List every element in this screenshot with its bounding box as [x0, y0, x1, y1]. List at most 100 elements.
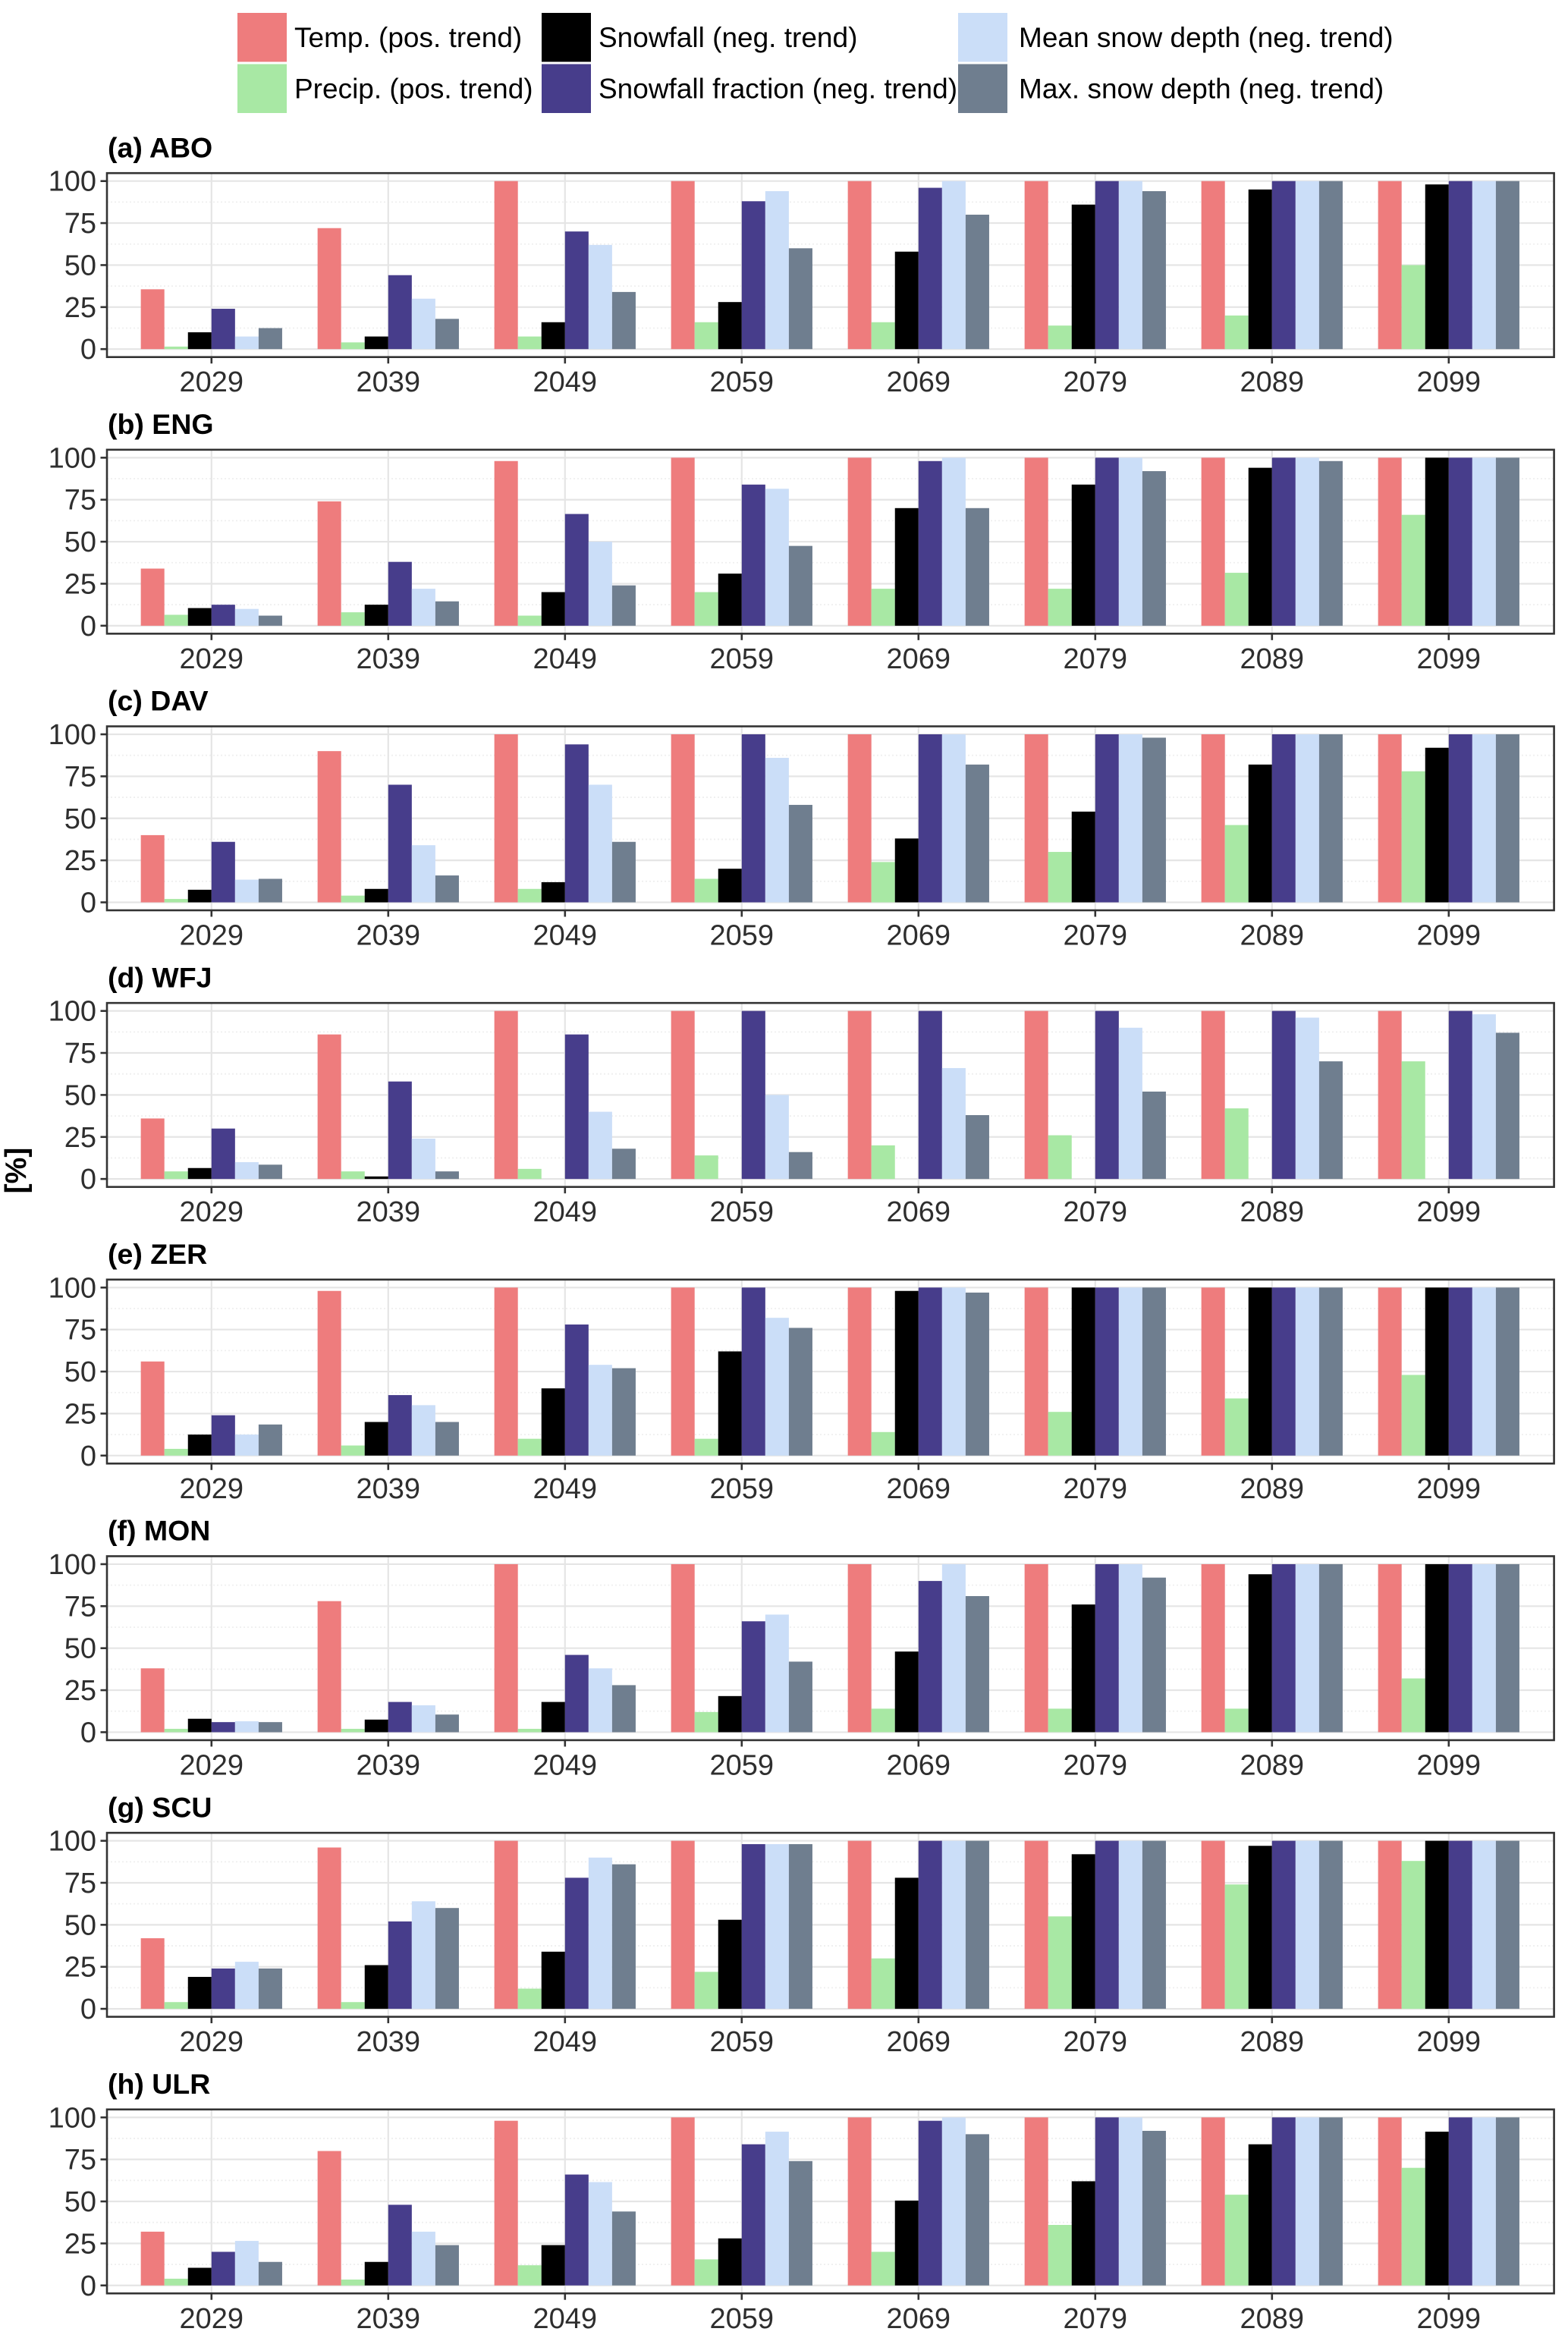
svg-text:2069: 2069 — [887, 1473, 951, 1505]
svg-text:50: 50 — [64, 1909, 96, 1941]
svg-text:100: 100 — [49, 442, 96, 474]
svg-text:2099: 2099 — [1417, 643, 1482, 675]
svg-text:Snowfall fraction (neg. trend): Snowfall fraction (neg. trend) — [599, 73, 957, 104]
svg-text:2099: 2099 — [1417, 1473, 1482, 1505]
svg-text:2099: 2099 — [1417, 2026, 1482, 2058]
svg-text:2049: 2049 — [533, 1196, 598, 1228]
svg-text:2029: 2029 — [180, 366, 244, 398]
svg-text:0: 0 — [80, 1164, 96, 1196]
svg-text:2079: 2079 — [1064, 2303, 1128, 2335]
svg-text:2099: 2099 — [1417, 1749, 1482, 1781]
svg-text:25: 25 — [64, 1952, 96, 1984]
svg-text:75: 75 — [64, 1591, 96, 1623]
svg-text:2089: 2089 — [1240, 920, 1305, 952]
svg-text:(b) ENG: (b) ENG — [108, 408, 214, 440]
svg-text:2079: 2079 — [1064, 1749, 1128, 1781]
svg-text:25: 25 — [64, 845, 96, 877]
svg-text:0: 0 — [80, 1717, 96, 1749]
svg-text:100: 100 — [49, 1549, 96, 1581]
svg-text:2039: 2039 — [357, 2026, 421, 2058]
svg-text:2039: 2039 — [357, 1196, 421, 1228]
svg-text:2049: 2049 — [533, 1473, 598, 1505]
svg-text:25: 25 — [64, 568, 96, 600]
svg-text:2049: 2049 — [533, 920, 598, 952]
svg-text:2089: 2089 — [1240, 643, 1305, 675]
svg-text:2029: 2029 — [180, 1473, 244, 1505]
svg-text:2059: 2059 — [710, 1749, 775, 1781]
svg-text:2039: 2039 — [357, 1473, 421, 1505]
svg-text:Snowfall (neg. trend): Snowfall (neg. trend) — [599, 22, 857, 53]
svg-text:100: 100 — [49, 1826, 96, 1858]
svg-text:2029: 2029 — [180, 643, 244, 675]
svg-text:75: 75 — [64, 1315, 96, 1346]
svg-text:2099: 2099 — [1417, 366, 1482, 398]
svg-text:Max. snow depth (neg. trend): Max. snow depth (neg. trend) — [1019, 73, 1384, 104]
svg-text:75: 75 — [64, 1038, 96, 1070]
svg-text:25: 25 — [64, 2228, 96, 2260]
svg-text:2099: 2099 — [1417, 920, 1482, 952]
svg-text:0: 0 — [80, 888, 96, 919]
svg-text:100: 100 — [49, 719, 96, 751]
svg-text:75: 75 — [64, 2145, 96, 2176]
svg-text:0: 0 — [80, 611, 96, 643]
svg-text:(d) WFJ: (d) WFJ — [108, 961, 212, 993]
svg-text:2089: 2089 — [1240, 2303, 1305, 2335]
svg-text:25: 25 — [64, 1675, 96, 1707]
svg-text:25: 25 — [64, 1122, 96, 1154]
svg-text:50: 50 — [64, 250, 96, 281]
svg-text:[%]: [%] — [0, 1148, 33, 1194]
svg-text:2049: 2049 — [533, 366, 598, 398]
svg-text:2069: 2069 — [887, 920, 951, 952]
svg-text:0: 0 — [80, 2270, 96, 2302]
svg-text:2059: 2059 — [710, 643, 775, 675]
svg-text:2029: 2029 — [180, 2303, 244, 2335]
svg-text:50: 50 — [64, 1633, 96, 1665]
svg-text:(e) ZER: (e) ZER — [108, 1238, 207, 1270]
svg-text:2049: 2049 — [533, 643, 598, 675]
svg-text:2089: 2089 — [1240, 2026, 1305, 2058]
svg-text:2079: 2079 — [1064, 920, 1128, 952]
svg-text:75: 75 — [64, 1868, 96, 1900]
svg-text:25: 25 — [64, 292, 96, 324]
svg-text:2029: 2029 — [180, 1196, 244, 1228]
svg-text:2059: 2059 — [710, 1473, 775, 1505]
svg-text:2049: 2049 — [533, 2303, 598, 2335]
svg-text:2069: 2069 — [887, 366, 951, 398]
svg-text:75: 75 — [64, 761, 96, 793]
svg-text:2089: 2089 — [1240, 1749, 1305, 1781]
svg-text:2079: 2079 — [1064, 366, 1128, 398]
svg-text:2059: 2059 — [710, 366, 775, 398]
svg-text:2059: 2059 — [710, 2026, 775, 2058]
svg-text:100: 100 — [49, 996, 96, 1028]
svg-text:2069: 2069 — [887, 1749, 951, 1781]
svg-text:2069: 2069 — [887, 2026, 951, 2058]
svg-text:2099: 2099 — [1417, 2303, 1482, 2335]
svg-text:2089: 2089 — [1240, 1473, 1305, 1505]
svg-text:(h) ULR: (h) ULR — [108, 2068, 210, 2100]
svg-text:2039: 2039 — [357, 366, 421, 398]
svg-text:2099: 2099 — [1417, 1196, 1482, 1228]
svg-text:2079: 2079 — [1064, 2026, 1128, 2058]
svg-text:50: 50 — [64, 526, 96, 558]
svg-text:25: 25 — [64, 1398, 96, 1430]
svg-text:2059: 2059 — [710, 2303, 775, 2335]
svg-text:2029: 2029 — [180, 1749, 244, 1781]
svg-text:2039: 2039 — [357, 2303, 421, 2335]
svg-text:(a) ABO: (a) ABO — [108, 131, 212, 163]
svg-text:2039: 2039 — [357, 1749, 421, 1781]
svg-text:2029: 2029 — [180, 920, 244, 952]
svg-text:50: 50 — [64, 2186, 96, 2218]
svg-text:2049: 2049 — [533, 2026, 598, 2058]
svg-text:2069: 2069 — [887, 2303, 951, 2335]
svg-text:2079: 2079 — [1064, 1196, 1128, 1228]
svg-text:0: 0 — [80, 1441, 96, 1472]
svg-text:Temp. (pos. trend): Temp. (pos. trend) — [294, 22, 522, 53]
svg-text:100: 100 — [49, 1272, 96, 1304]
svg-text:50: 50 — [64, 803, 96, 835]
svg-text:2089: 2089 — [1240, 366, 1305, 398]
svg-text:2039: 2039 — [357, 643, 421, 675]
svg-text:2049: 2049 — [533, 1749, 598, 1781]
svg-text:2079: 2079 — [1064, 1473, 1128, 1505]
svg-text:(g) SCU: (g) SCU — [108, 1791, 212, 1823]
svg-text:2039: 2039 — [357, 920, 421, 952]
